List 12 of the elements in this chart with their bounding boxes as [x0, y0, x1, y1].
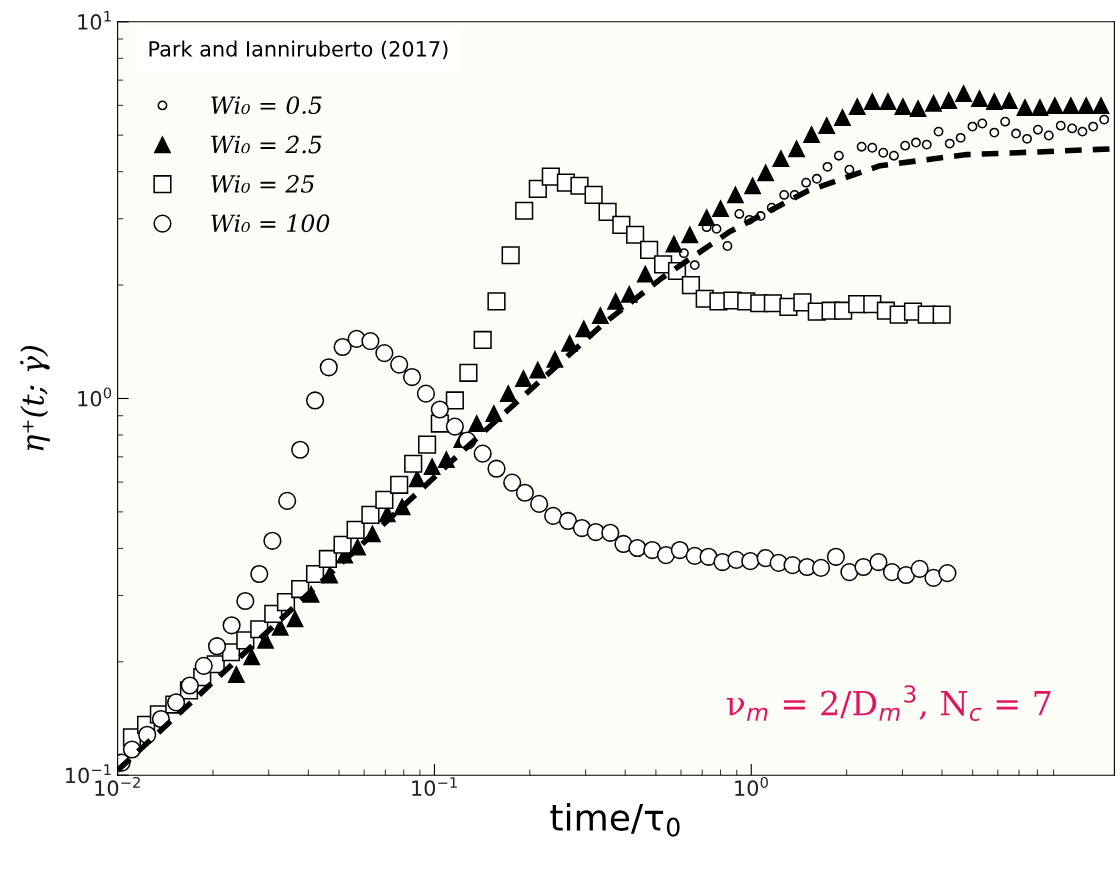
y-axis-title: η⁺(t; γ̇) — [20, 345, 50, 451]
y-tick-label: 10$^{1}$ — [78, 10, 111, 30]
legend-label: Wi₀ = 25 — [211, 174, 314, 193]
x-axis-title: time/τ$_{0}$ — [550, 802, 680, 837]
x-tick-label: 10$^{−1}$ — [412, 777, 457, 797]
annotation: Park and Ianniruberto (2017) — [149, 40, 448, 60]
y-tick-label: 10$^{0}$ — [78, 387, 112, 407]
x-tick-label: 10$^{0}$ — [735, 776, 768, 797]
legend-label: Wi₀ = 100 — [211, 214, 330, 233]
legend-label: Wi₀ = 0.5 — [211, 96, 322, 115]
legend-label: Wi₀ = 2.5 — [211, 135, 322, 154]
annotation: ν$_{m}$ = 2/D$_{m}$$^{3}$, N$_{c}$ = 7 — [726, 685, 1051, 722]
